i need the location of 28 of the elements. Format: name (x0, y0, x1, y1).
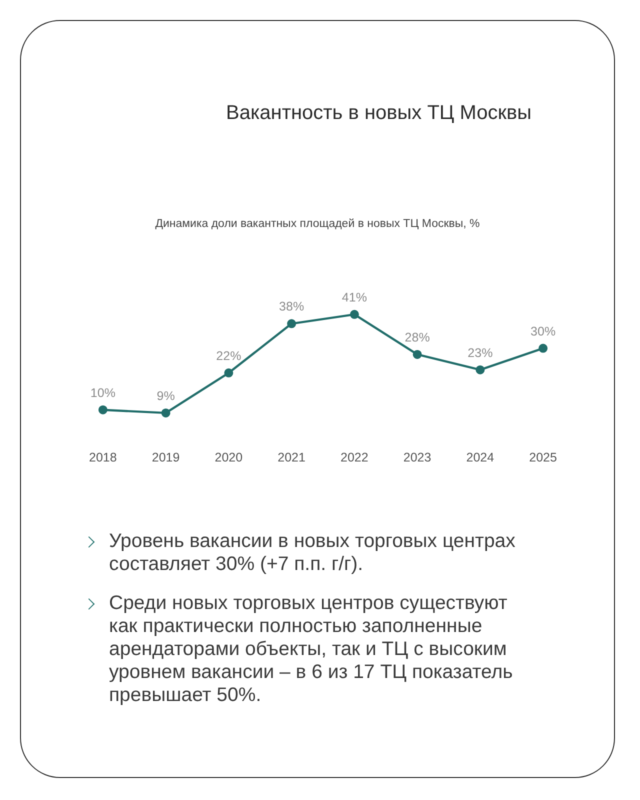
data-label: 30% (530, 324, 556, 338)
x-tick-label: 2020 (214, 450, 243, 464)
data-label: 22% (216, 348, 242, 363)
x-tick-label: 2019 (152, 450, 180, 464)
point (98, 405, 108, 414)
x-tick-label: 2022 (340, 450, 368, 464)
chart-subtitle: Динамика доли вакантных площадей в новых ТЦ Москвы, % (155, 217, 480, 232)
x-tick-label: 2024 (466, 450, 494, 464)
text: Среди новых торговых центров существуют как практически полностью заполненные арендаторами объекты, так и ТЦ с высоким уровнем вакансии – в 6 из 17 ТЦ показатель превышает 50%. (109, 592, 514, 707)
point (538, 344, 548, 353)
data-label: 41% (342, 290, 367, 304)
point (287, 319, 296, 328)
data-label: 28% (404, 330, 430, 344)
point (476, 365, 485, 374)
data-label: 23% (468, 346, 493, 360)
point (412, 350, 422, 359)
data-label: 10% (90, 386, 116, 400)
chart-title: Вакантность в новых ТЦ Москвы (226, 101, 532, 126)
x-tick-label: 2025 (529, 450, 558, 464)
data-label: 9% (156, 388, 175, 403)
x-tick-label: 2018 (89, 450, 117, 464)
text: Уровень вакансии в новых торговых центрах составляет 30% (+7 п.п. г/г). (109, 530, 516, 576)
point (161, 408, 170, 418)
x-tick-label: 2021 (278, 450, 306, 464)
x-tick-label: 2023 (403, 450, 432, 464)
point (224, 368, 234, 378)
data-label: 38% (279, 300, 304, 314)
point (350, 310, 359, 319)
